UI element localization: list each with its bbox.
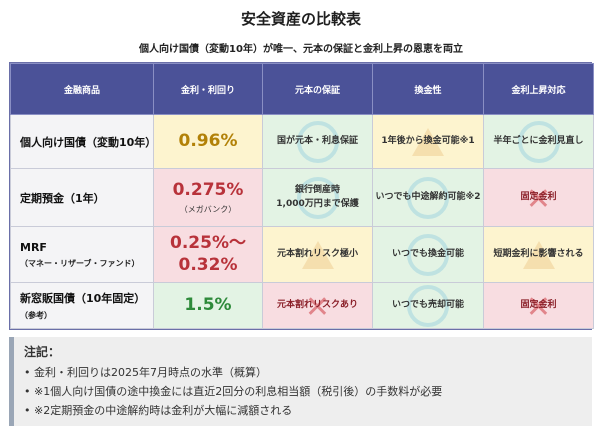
notes-box: 注記： • 金利・利回りは2025年7月時点の水準（概算） • ※1個人向け国債… [9, 337, 592, 426]
table-row: MRF （マネー・リザーブ・ファンド） 0.25%～ 0.32% 元本割れリスク… [10, 226, 594, 283]
product-name-sub: （マネー・リザーブ・ファンド） [20, 258, 140, 268]
liquidity-text: いつでも売却可能 [391, 299, 464, 310]
cross-mark-icon: ✕ [525, 182, 552, 218]
table-row: 個人向け国債（変動10年） 0.96% 国が元本・利息保証 1年後から換金可能※… [10, 114, 594, 169]
principal-cell: 国が元本・利息保証 [262, 114, 373, 169]
rate-cell: 0.96% [153, 114, 263, 169]
cross-mark-icon: ✕ [304, 289, 331, 325]
page-title: 安全資産の比較表 [240, 10, 361, 28]
product-name-cell: 定期預金（1年） [10, 168, 154, 227]
rate-rise-cell: ✕ 固定金利 [483, 282, 594, 329]
circle-mark-icon [296, 120, 339, 163]
header-principal: 元本の保証 [262, 63, 373, 115]
triangle-mark-icon [522, 240, 555, 269]
rate-note: （メガバンク） [179, 204, 237, 214]
product-name: 個人向け国債（変動10年） [20, 135, 154, 149]
header-rate: 金利・利回り [153, 63, 263, 115]
liquidity-cell: 1年後から換金可能※1 [372, 114, 484, 169]
rate-rise-text: 半年ごとに金利見直し [493, 135, 584, 146]
rate-value: 0.96% [178, 130, 238, 151]
rate-rise-text: 短期金利に影響される [493, 248, 584, 259]
triangle-mark-icon [412, 127, 444, 156]
note-item: • ※2定期預金の中途解約時は金利が大幅に減額される [24, 404, 293, 417]
principal-text: 元本割れリスクあり [276, 299, 358, 310]
rate-value: 1.5% [184, 294, 232, 315]
liquidity-cell: いつでも売却可能 [372, 282, 484, 329]
product-name: 定期預金（1年） [20, 191, 105, 205]
liquidity-text: いつでも中途解約可能※2 [375, 191, 481, 202]
circle-mark-icon [407, 176, 449, 219]
comparison-table: 金融商品 金利・利回り 元本の保証 換金性 金利上昇対応 個人向け国債（変動10… [9, 62, 594, 330]
rate-line-1: 0.25%～ [170, 233, 246, 254]
product-name-cell: 個人向け国債（変動10年） [10, 114, 154, 169]
rate-rise-text: 固定金利 [520, 191, 557, 202]
liquidity-cell: いつでも換金可能 [372, 226, 484, 283]
product-name-cell: MRF （マネー・リザーブ・ファンド） [10, 226, 154, 283]
liquidity-cell: いつでも中途解約可能※2 [372, 168, 484, 227]
header-product: 金融商品 [10, 63, 154, 115]
circle-mark-icon [407, 284, 449, 327]
circle-mark-icon [296, 176, 339, 219]
principal-cell: ✕ 元本割れリスクあり [262, 282, 373, 329]
principal-text: 国が元本・利息保証 [276, 135, 358, 146]
product-name-cell: 新窓販国債（10年固定） （参考） [10, 282, 154, 329]
principal-text: 銀行倒産時 1,000万円まで保護 [276, 185, 358, 209]
note-item: • 金利・利回りは2025年7月時点の水準（概算） [24, 366, 267, 379]
principal-cell: 元本割れリスク極小 [262, 226, 373, 283]
rate-cell: 0.25%～ 0.32% [153, 226, 263, 283]
rate-rise-cell: ✕ 固定金利 [483, 168, 594, 227]
rate-value: 0.275% [172, 180, 244, 201]
rate-value: 0.25%～ 0.32% [170, 233, 246, 274]
liquidity-text: 1年後から換金可能※1 [381, 135, 475, 146]
principal-line-2: 1,000万円まで保護 [276, 198, 359, 209]
product-name: MRF [20, 240, 47, 254]
header-liquidity: 換金性 [372, 63, 484, 115]
table-header-row: 金融商品 金利・利回り 元本の保証 換金性 金利上昇対応 [10, 63, 594, 115]
principal-line-1: 銀行倒産時 [294, 185, 340, 195]
rate-rise-cell: 半年ごとに金利見直し [483, 114, 594, 169]
liquidity-text: いつでも換金可能 [391, 248, 464, 259]
rate-rise-text: 固定金利 [520, 299, 557, 310]
notes-title: 注記： [24, 345, 61, 359]
triangle-mark-icon [301, 240, 334, 269]
table-row: 定期預金（1年） 0.275% （メガバンク） 銀行倒産時 1,000万円まで保… [10, 168, 594, 227]
header-rate-rise: 金利上昇対応 [483, 63, 594, 115]
table-row: 新窓販国債（10年固定） （参考） 1.5% ✕ 元本割れリスクあり いつでも売… [10, 282, 594, 329]
cross-mark-icon: ✕ [525, 289, 552, 325]
rate-cell: 0.275% （メガバンク） [153, 168, 263, 227]
rate-line-2: 0.32% [178, 254, 238, 275]
rate-cell: 1.5% [153, 282, 263, 329]
principal-text: 元本割れリスク極小 [276, 248, 358, 259]
circle-mark-icon [517, 120, 560, 163]
product-name: 新窓販国債（10年固定） [20, 292, 146, 305]
product-name-sub: （参考） [20, 311, 52, 320]
rate-rise-cell: 短期金利に影響される [483, 226, 594, 283]
principal-cell: 銀行倒産時 1,000万円まで保護 [262, 168, 373, 227]
note-item: • ※1個人向け国債の途中換金には直近2回分の利息相当額（税引後）の手数料が必要 [24, 385, 443, 398]
circle-mark-icon [407, 233, 449, 276]
page-subtitle: 個人向け国債（変動10年）が唯一、元本の保証と金利上昇の恩恵を両立 [139, 44, 463, 55]
